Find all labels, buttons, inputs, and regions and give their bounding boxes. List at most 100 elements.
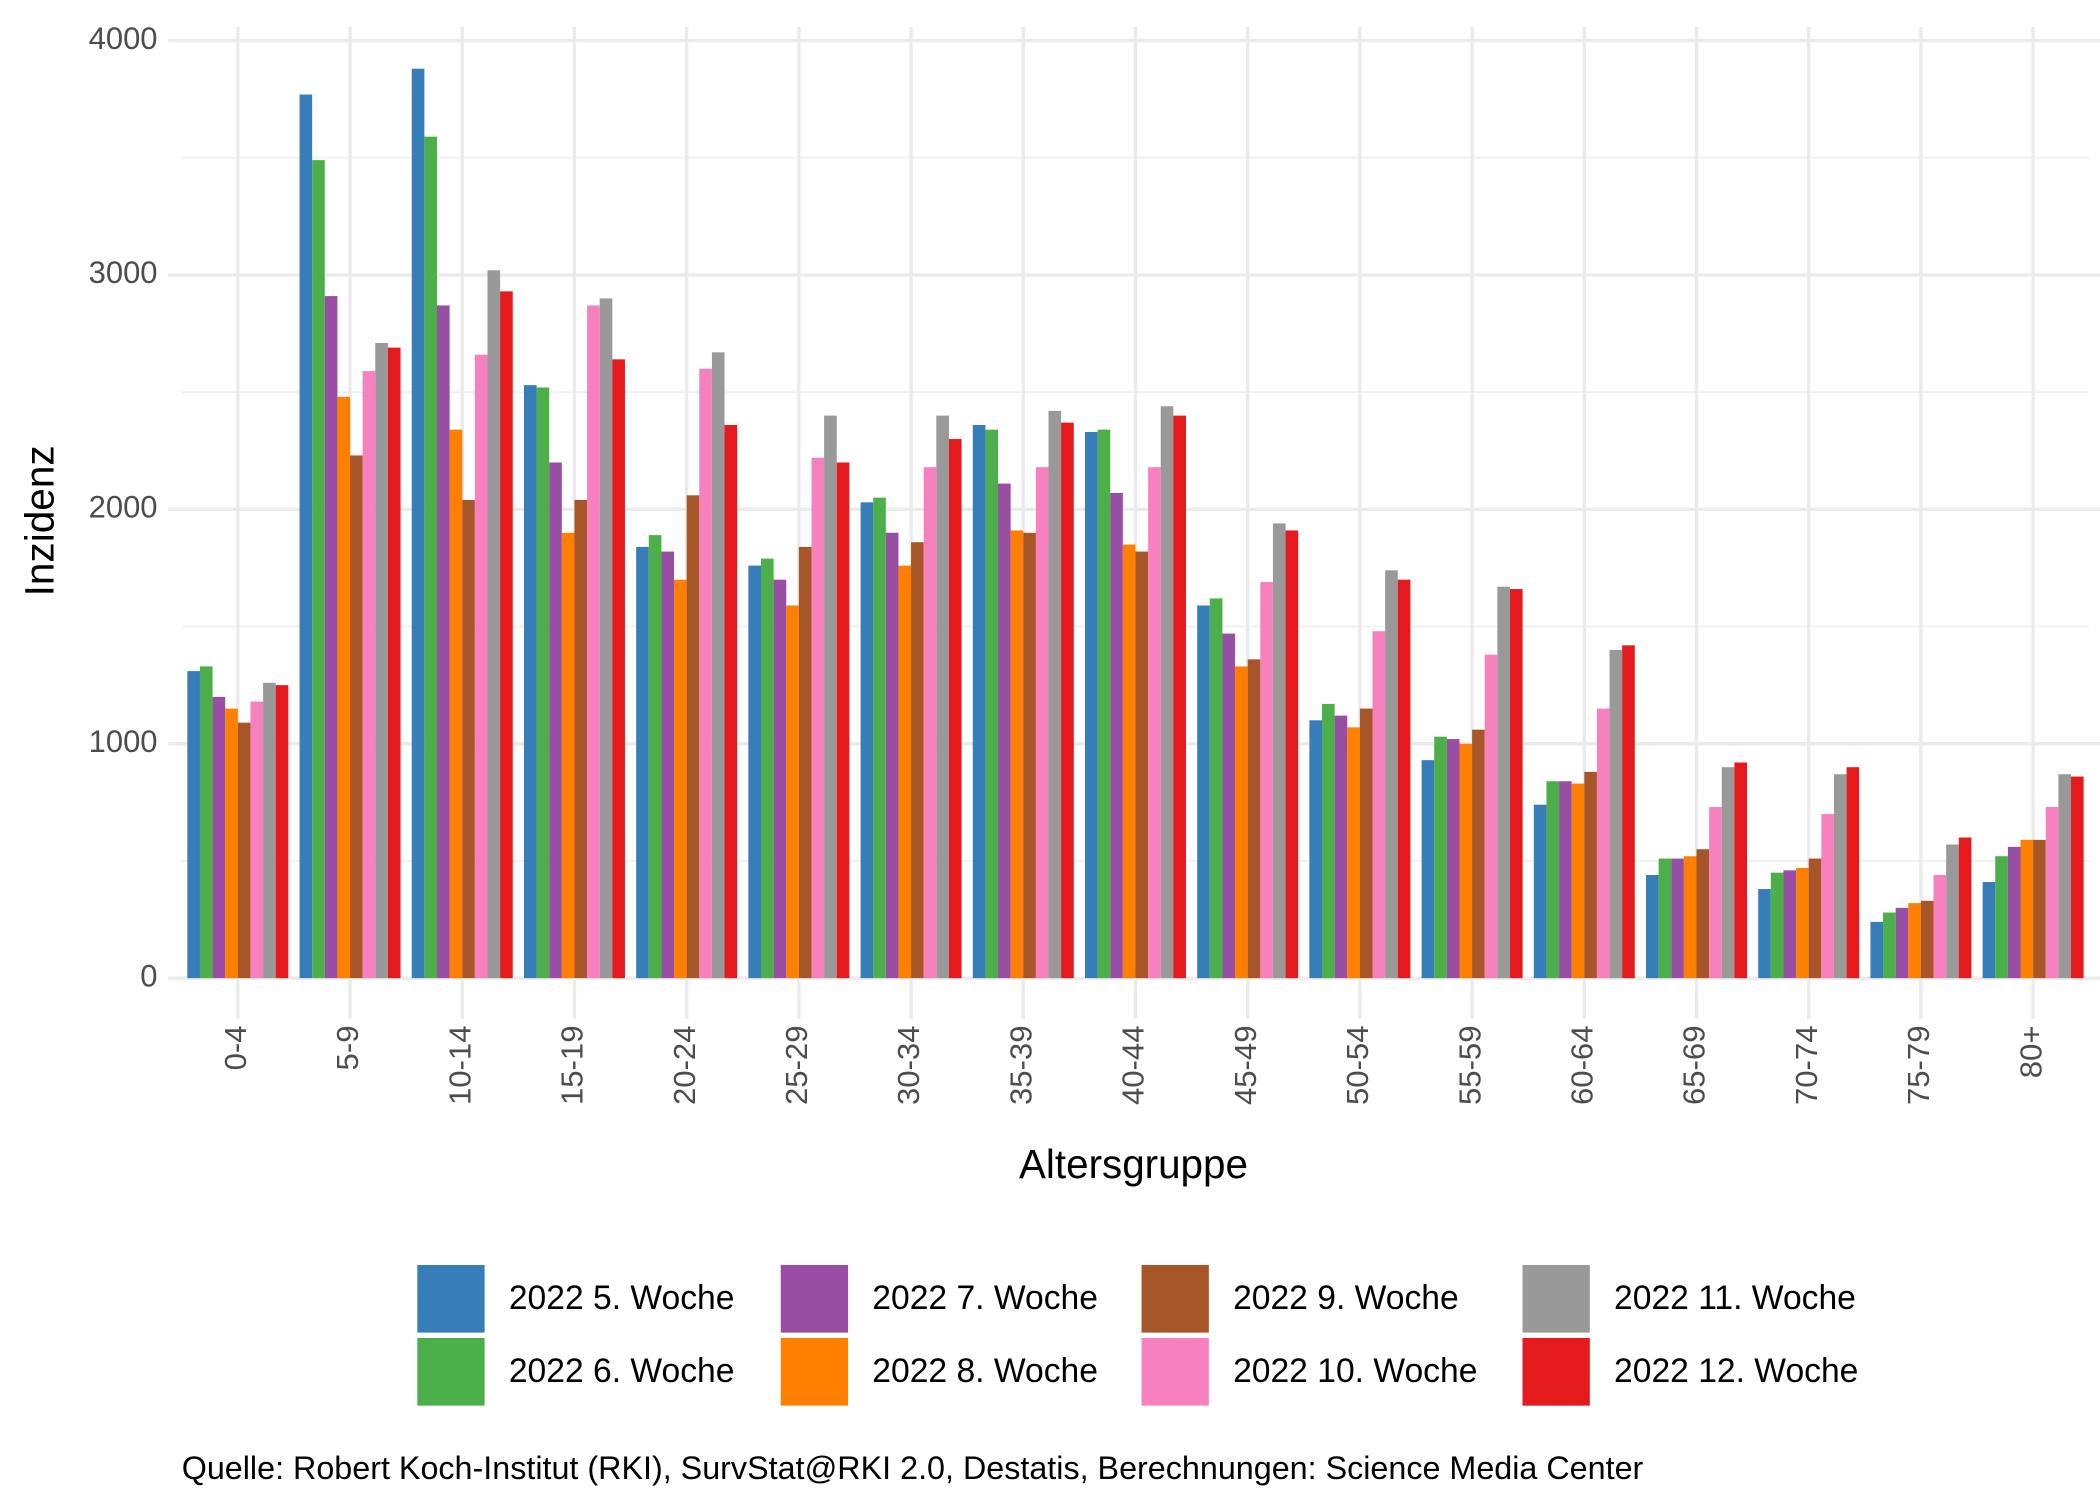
bar (798, 546, 812, 979)
x-tick-label: 65-69 (1677, 1025, 1712, 1105)
bar (1035, 467, 1049, 979)
bar (1596, 708, 1610, 979)
bar (1546, 781, 1560, 979)
bar (1883, 912, 1896, 979)
bar (549, 462, 562, 979)
bar (724, 424, 738, 979)
bar (1995, 856, 2008, 979)
y-tick-label: 3000 (89, 255, 158, 290)
bar (474, 354, 488, 979)
bar (998, 483, 1011, 979)
bar (1359, 708, 1373, 979)
bar (523, 385, 537, 979)
bar (1696, 849, 1710, 979)
bar (225, 708, 238, 979)
bar (1209, 598, 1223, 979)
bar (1061, 422, 1074, 979)
bar (1908, 903, 1921, 979)
bar (711, 352, 725, 979)
bar (1260, 582, 1273, 979)
bar (636, 546, 649, 979)
legend-label: 2022 8. Woche (872, 1352, 1098, 1390)
x-tick-label: 60-64 (1565, 1025, 1600, 1105)
bar (599, 298, 613, 979)
bar (1646, 875, 1659, 979)
bar (648, 535, 662, 979)
y-tick-label: 1000 (89, 724, 158, 759)
bar (1821, 814, 1834, 979)
legend-swatch (1141, 1264, 1209, 1333)
bar (375, 342, 388, 979)
bar (500, 291, 513, 979)
bar (212, 696, 226, 979)
bar (2033, 839, 2046, 979)
bar (1110, 492, 1123, 979)
bar (1796, 867, 1809, 979)
bar (1347, 727, 1360, 979)
bar (1622, 645, 1635, 979)
bar (1235, 666, 1248, 979)
bar (1846, 767, 1860, 979)
bar (1222, 633, 1236, 979)
bar (1808, 858, 1822, 979)
bar (1459, 743, 1473, 979)
caption: Quelle: Robert Koch-Institut (RKI), Surv… (182, 1450, 1644, 1486)
bar (187, 671, 200, 979)
bar (661, 551, 675, 979)
bar (1946, 844, 1959, 979)
x-tick-label: 70-74 (1789, 1025, 1824, 1105)
legend-label: 2022 9. Woche (1233, 1279, 1459, 1317)
bar (2070, 776, 2084, 979)
bar (1334, 715, 1348, 979)
bar (885, 532, 899, 979)
bar (1247, 659, 1261, 979)
bar (898, 565, 912, 979)
bar (1160, 406, 1174, 979)
bar (1509, 589, 1523, 979)
bar (587, 305, 600, 979)
x-tick-label: 80+ (2013, 1025, 2048, 1078)
bar (1197, 605, 1210, 979)
bar (1683, 856, 1697, 979)
bar (674, 579, 687, 979)
bar (1770, 872, 1784, 979)
bar (1920, 900, 1934, 979)
x-tick-label: 40-44 (1116, 1025, 1151, 1105)
x-tick-label: 75-79 (1901, 1025, 1936, 1105)
y-tick-label: 4000 (89, 21, 158, 56)
bar (2058, 774, 2071, 979)
bar (536, 387, 550, 979)
bar (1833, 774, 1847, 979)
x-tick-label: 10-14 (442, 1025, 477, 1105)
bar (387, 347, 401, 979)
bar (1397, 579, 1411, 979)
bar (972, 424, 986, 979)
bar (1285, 530, 1299, 979)
bar (561, 532, 575, 979)
bar (275, 685, 289, 979)
bar (1484, 654, 1498, 979)
bar (748, 565, 761, 979)
bar (786, 605, 799, 979)
bar (411, 68, 425, 979)
bar (350, 455, 363, 979)
bar (1734, 762, 1748, 979)
x-tick-label: 30-34 (891, 1025, 926, 1105)
x-axis-title: Altersgruppe (1019, 1141, 1248, 1187)
bar (2045, 807, 2059, 979)
y-tick-label: 0 (140, 958, 157, 993)
bar (1609, 649, 1623, 979)
bar (1472, 729, 1485, 979)
legend-label: 2022 10. Woche (1233, 1352, 1477, 1390)
legend-swatch (417, 1264, 485, 1333)
bar (1783, 870, 1797, 979)
bar (1933, 875, 1947, 979)
bar (773, 579, 787, 979)
bar (760, 558, 774, 979)
x-tick-label: 20-24 (667, 1025, 702, 1105)
legend-label: 2022 7. Woche (872, 1279, 1098, 1317)
bar (449, 429, 463, 979)
x-tick-label: 25-29 (779, 1025, 814, 1105)
bar (299, 94, 313, 979)
bar (574, 499, 588, 979)
